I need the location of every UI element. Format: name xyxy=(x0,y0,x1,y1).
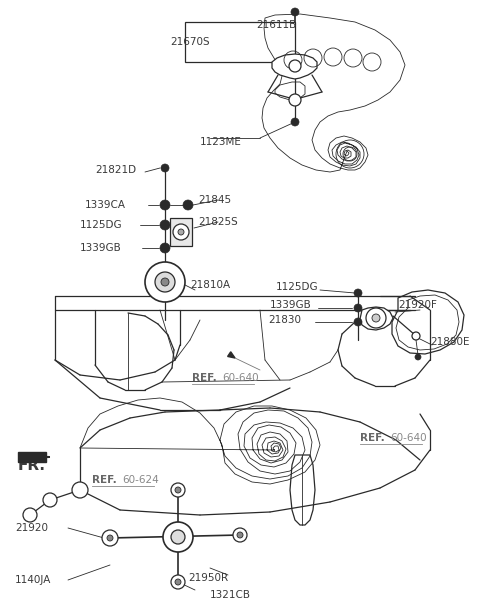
Circle shape xyxy=(102,530,118,546)
Text: 21950R: 21950R xyxy=(188,573,228,583)
Circle shape xyxy=(173,224,189,240)
Text: 1125DG: 1125DG xyxy=(276,282,319,292)
Text: 60-640: 60-640 xyxy=(222,373,259,383)
Text: 21920F: 21920F xyxy=(398,300,437,310)
Text: 1123ME: 1123ME xyxy=(200,137,242,147)
Text: 1339CA: 1339CA xyxy=(85,200,126,210)
Circle shape xyxy=(163,522,193,552)
Polygon shape xyxy=(272,54,317,79)
Circle shape xyxy=(161,278,169,286)
Text: 21670S: 21670S xyxy=(170,37,210,47)
Circle shape xyxy=(291,118,299,126)
Circle shape xyxy=(160,200,170,210)
Text: 21825S: 21825S xyxy=(198,217,238,227)
Text: 21821D: 21821D xyxy=(95,165,136,175)
Text: REF.: REF. xyxy=(360,433,385,443)
Circle shape xyxy=(161,164,169,172)
Circle shape xyxy=(145,262,185,302)
Text: 21880E: 21880E xyxy=(430,337,469,347)
Circle shape xyxy=(107,535,113,541)
Circle shape xyxy=(183,200,193,210)
Text: FR.: FR. xyxy=(18,458,46,472)
Circle shape xyxy=(233,528,247,542)
Text: 21611B: 21611B xyxy=(256,20,296,30)
Circle shape xyxy=(412,332,420,340)
Circle shape xyxy=(160,220,170,230)
Polygon shape xyxy=(228,352,235,358)
Circle shape xyxy=(43,493,57,507)
Circle shape xyxy=(372,314,380,322)
Circle shape xyxy=(289,60,301,72)
Circle shape xyxy=(171,575,185,589)
Text: 1125DG: 1125DG xyxy=(80,220,122,230)
Text: 1321CB: 1321CB xyxy=(210,590,251,600)
Circle shape xyxy=(72,482,88,498)
Circle shape xyxy=(175,579,181,585)
Circle shape xyxy=(354,304,362,312)
Text: 60-640: 60-640 xyxy=(390,433,427,443)
Circle shape xyxy=(237,532,243,538)
Circle shape xyxy=(178,229,184,235)
Circle shape xyxy=(354,318,362,326)
Bar xyxy=(170,218,192,246)
Text: 21845: 21845 xyxy=(198,195,231,205)
Circle shape xyxy=(366,308,386,328)
Polygon shape xyxy=(18,452,46,462)
Text: 21920: 21920 xyxy=(15,523,48,533)
Circle shape xyxy=(291,8,299,16)
Circle shape xyxy=(175,487,181,493)
Circle shape xyxy=(415,354,421,360)
Text: 60-624: 60-624 xyxy=(122,475,159,485)
Text: 1140JA: 1140JA xyxy=(15,575,51,585)
Circle shape xyxy=(171,530,185,544)
Circle shape xyxy=(171,483,185,497)
Bar xyxy=(185,22,295,62)
Text: REF.: REF. xyxy=(92,475,117,485)
Circle shape xyxy=(160,243,170,253)
Circle shape xyxy=(155,272,175,292)
Text: 21830: 21830 xyxy=(268,315,301,325)
Circle shape xyxy=(289,94,301,106)
Circle shape xyxy=(23,508,37,522)
Text: 21810A: 21810A xyxy=(190,280,230,290)
Text: 1339GB: 1339GB xyxy=(270,300,312,310)
Text: REF.: REF. xyxy=(192,373,217,383)
Circle shape xyxy=(354,289,362,297)
Polygon shape xyxy=(360,307,393,330)
Text: 1339GB: 1339GB xyxy=(80,243,122,253)
